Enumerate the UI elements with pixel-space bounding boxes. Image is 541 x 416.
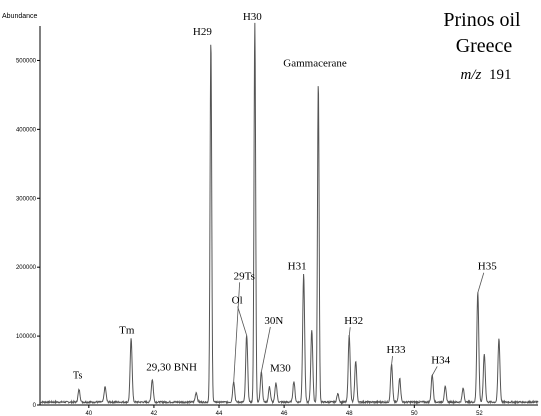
peak-label: Gammacerane: [283, 58, 347, 70]
peak-label-leader: [391, 356, 393, 366]
x-tick-label: 48: [346, 411, 353, 416]
chromatogram-trace: [39, 22, 539, 405]
axes: [39, 26, 538, 406]
peak-label: H33: [387, 344, 406, 356]
x-tick-label: 42: [151, 411, 158, 416]
peak-label: H30: [243, 11, 262, 23]
peak-label-leader: [260, 326, 271, 373]
x-tick-label: 44: [216, 411, 223, 416]
x-tick-label: 40: [85, 411, 92, 416]
x-ticks: 40 42 44 46 48 50 52: [85, 405, 483, 416]
peak-label: 29Ts: [234, 270, 255, 282]
chart-subtitle: Greece: [456, 35, 513, 57]
peak-annotations: Ts Tm 29,30 BNH H29 29Ts Ol H30 30N M30 H31 Gammac…: [73, 11, 497, 383]
peak-label: M30: [270, 363, 291, 375]
peak-label: Tm: [119, 325, 135, 337]
peak-label-leader: [348, 327, 351, 337]
peak-label-leader: [233, 282, 241, 383]
peak-label: H34: [431, 354, 450, 366]
peak-label-leader: [477, 272, 485, 293]
peak-label: H35: [478, 261, 497, 273]
mz-label: m/z 191: [460, 67, 511, 83]
y-tick-label: 0: [33, 403, 37, 409]
y-tick-label: 500000: [16, 58, 37, 64]
y-tick-label: 200000: [16, 265, 37, 271]
y-tick-label: 400000: [16, 127, 37, 133]
peak-label: 30N: [264, 315, 283, 327]
peak-label: H32: [344, 315, 363, 327]
peak-label-leader: [237, 306, 248, 336]
y-axis-title: Abundance: [2, 13, 38, 20]
x-tick-label: 46: [281, 411, 288, 416]
mz-prefix: m/z: [460, 67, 481, 83]
peak-label: H31: [288, 261, 307, 273]
y-ticks: 0 100000 200000 300000 400000 500000: [16, 58, 40, 409]
x-tick-label: 52: [476, 411, 483, 416]
y-tick-label: 100000: [16, 334, 37, 340]
peak-label-leader: [431, 366, 438, 376]
mz-value: 191: [489, 67, 512, 83]
peak-label: H29: [193, 26, 212, 38]
x-tick-label: 50: [411, 411, 418, 416]
y-tick-label: 300000: [16, 196, 37, 202]
peak-label: Ol: [232, 294, 243, 306]
peak-label: 29,30 BNH: [146, 361, 197, 373]
peak-label: Ts: [73, 371, 82, 382]
chart-title: Prinos oil: [443, 9, 521, 31]
